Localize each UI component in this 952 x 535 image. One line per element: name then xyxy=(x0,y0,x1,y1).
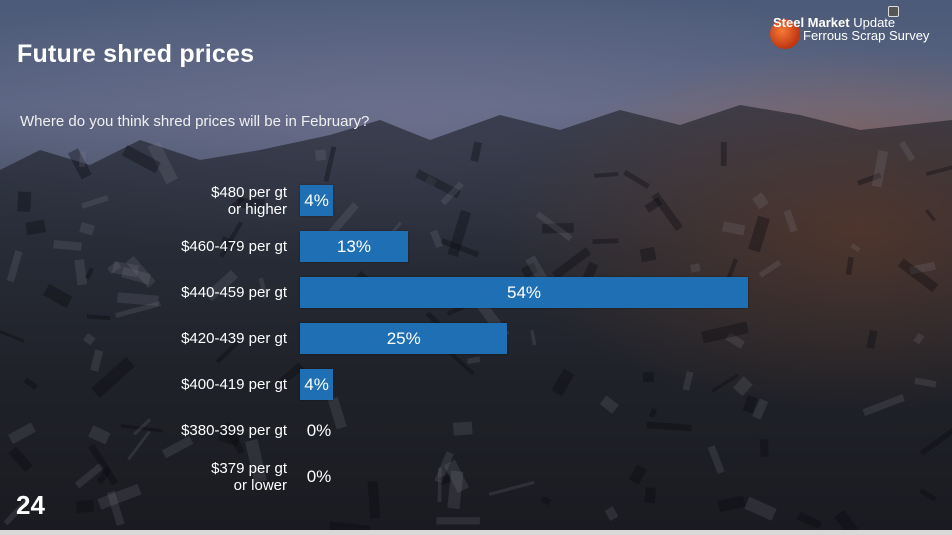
logo-mark-icon xyxy=(770,19,800,49)
data-label: 4% xyxy=(304,374,329,394)
bar xyxy=(300,231,408,262)
category-label: $460-479 per gt xyxy=(181,238,287,255)
survey-question: Where do you think shred prices will be … xyxy=(20,113,370,130)
category-label: $480 per gt or higher xyxy=(211,183,287,218)
data-label: 13% xyxy=(336,236,371,256)
logo-badge-icon xyxy=(888,6,899,17)
bar xyxy=(300,323,508,354)
bottom-border xyxy=(0,530,952,535)
data-label: 54% xyxy=(506,282,542,302)
category-label: $379 per gt or lower xyxy=(211,459,287,494)
bar xyxy=(300,277,748,308)
page-title: Future shred prices xyxy=(17,40,255,68)
category-label: $400-419 per gt xyxy=(181,376,287,393)
data-label: 25% xyxy=(386,328,421,348)
logo-line1: Steel Market Update xyxy=(773,15,896,30)
category-label: $440-459 per gt xyxy=(181,284,287,301)
logo-line2: Ferrous Scrap Survey xyxy=(803,28,930,43)
bar xyxy=(300,185,334,216)
page-number: 24 xyxy=(16,490,45,520)
data-label: 0% xyxy=(306,466,332,486)
category-label: $380-399 per gt xyxy=(181,422,287,439)
data-label: 4% xyxy=(304,190,329,210)
brand-logo: Steel Market Update Ferrous Scrap Survey xyxy=(757,6,942,49)
bar xyxy=(300,369,334,400)
category-label: $420-439 per gt xyxy=(181,330,287,347)
data-label: 0% xyxy=(306,420,332,440)
